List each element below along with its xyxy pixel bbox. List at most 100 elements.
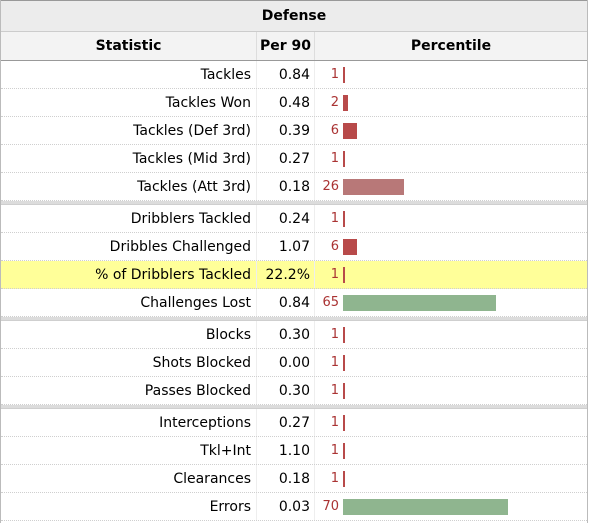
percentile-bar: [343, 238, 357, 255]
percentile-bar: [343, 442, 345, 459]
column-header-per90[interactable]: Per 90: [257, 32, 315, 60]
percentile-value: 1: [330, 67, 339, 82]
stat-name: Shots Blocked: [1, 349, 257, 376]
table-row[interactable]: Tackles (Def 3rd) 0.39 6: [1, 117, 587, 145]
per90-value: 0.24: [257, 205, 315, 232]
percentile-value: 65: [322, 295, 339, 310]
group-separator: [1, 405, 587, 409]
table-row[interactable]: % of Dribblers Tackled 22.2% 1: [1, 261, 587, 289]
table-row[interactable]: Dribblers Tackled 0.24 1: [1, 205, 587, 233]
percentile-cell: 6: [315, 117, 587, 144]
per90-value: 0.00: [257, 349, 315, 376]
percentile-bar: [343, 122, 357, 139]
stat-name: Blocks: [1, 321, 257, 348]
percentile-cell: 6: [315, 233, 587, 260]
table-group-title: Defense: [1, 0, 587, 32]
percentile-value: 26: [322, 179, 339, 194]
percentile-cell: 70: [315, 493, 587, 520]
percentile-cell: 1: [315, 409, 587, 436]
stat-name: Challenges Lost: [1, 289, 257, 316]
table-row[interactable]: Tackles (Att 3rd) 0.18 26: [1, 173, 587, 201]
percentile-bar: [343, 326, 345, 343]
percentile-bar: [343, 470, 345, 487]
percentile-cell: 2: [315, 89, 587, 116]
percentile-cell: 26: [315, 173, 587, 200]
per90-value: 0.48: [257, 89, 315, 116]
percentile-value: 1: [330, 151, 339, 166]
percentile-cell: 1: [315, 321, 587, 348]
table-row[interactable]: Tackles Won 0.48 2: [1, 89, 587, 117]
column-header-statistic[interactable]: Statistic: [1, 32, 257, 60]
table-row[interactable]: Interceptions 0.27 1: [1, 409, 587, 437]
stat-name: Errors: [1, 493, 257, 520]
stat-name: Clearances: [1, 465, 257, 492]
percentile-cell: 1: [315, 437, 587, 464]
stat-name: Dribblers Tackled: [1, 205, 257, 232]
stat-name: % of Dribblers Tackled: [1, 261, 257, 288]
table-row[interactable]: Tackles 0.84 1: [1, 61, 587, 89]
percentile-bar: [343, 266, 345, 283]
stat-name: Tackles (Def 3rd): [1, 117, 257, 144]
per90-value: 0.84: [257, 61, 315, 88]
percentile-bar: [343, 150, 345, 167]
column-header-row: Statistic Per 90 Percentile: [1, 32, 587, 61]
group-separator: [1, 201, 587, 205]
percentile-cell: 65: [315, 289, 587, 316]
group-separator: [1, 317, 587, 321]
table-row[interactable]: Tkl+Int 1.10 1: [1, 437, 587, 465]
percentile-bar: [343, 382, 345, 399]
percentile-cell: 1: [315, 145, 587, 172]
percentile-bar: [343, 66, 345, 83]
percentile-value: 1: [330, 327, 339, 342]
percentile-value: 1: [330, 471, 339, 486]
per90-value: 1.10: [257, 437, 315, 464]
per90-value: 0.84: [257, 289, 315, 316]
percentile-cell: 1: [315, 465, 587, 492]
stat-name: Tackles (Mid 3rd): [1, 145, 257, 172]
per90-value: 0.30: [257, 377, 315, 404]
percentile-value: 1: [330, 415, 339, 430]
percentile-bar: [343, 178, 404, 195]
per90-value: 0.39: [257, 117, 315, 144]
percentile-value: 1: [330, 443, 339, 458]
per90-value: 0.30: [257, 321, 315, 348]
stat-name: Dribbles Challenged: [1, 233, 257, 260]
stat-name: Tackles (Att 3rd): [1, 173, 257, 200]
per90-value: 0.27: [257, 145, 315, 172]
percentile-value: 70: [322, 499, 339, 514]
percentile-bar: [343, 498, 508, 515]
percentile-bar: [343, 210, 345, 227]
stat-name: Tackles Won: [1, 89, 257, 116]
percentile-value: 1: [330, 211, 339, 226]
per90-value: 0.27: [257, 409, 315, 436]
percentile-value: 6: [330, 239, 339, 254]
table-row[interactable]: Challenges Lost 0.84 65: [1, 289, 587, 317]
table-row[interactable]: Blocks 0.30 1: [1, 321, 587, 349]
table-row[interactable]: Clearances 0.18 1: [1, 465, 587, 493]
table-row[interactable]: Dribbles Challenged 1.07 6: [1, 233, 587, 261]
table-row[interactable]: Passes Blocked 0.30 1: [1, 377, 587, 405]
table-row[interactable]: Tackles (Mid 3rd) 0.27 1: [1, 145, 587, 173]
per90-value: 0.18: [257, 465, 315, 492]
percentile-bar: [343, 414, 345, 431]
stat-name: Tackles: [1, 61, 257, 88]
column-header-percentile[interactable]: Percentile: [410, 38, 492, 54]
percentile-bar: [343, 94, 348, 111]
table-row[interactable]: Errors 0.03 70: [1, 493, 587, 521]
percentile-bar: [343, 294, 496, 311]
stat-name: Tkl+Int: [1, 437, 257, 464]
percentile-value: 1: [330, 383, 339, 398]
per90-value: 0.03: [257, 493, 315, 520]
percentile-value: 6: [330, 123, 339, 138]
per90-value: 22.2%: [257, 261, 315, 288]
percentile-cell: 1: [315, 61, 587, 88]
stat-name: Passes Blocked: [1, 377, 257, 404]
percentile-value: 1: [330, 267, 339, 282]
percentile-value: 1: [330, 355, 339, 370]
percentile-cell: 1: [315, 205, 587, 232]
percentile-cell: 1: [315, 377, 587, 404]
table-row[interactable]: Shots Blocked 0.00 1: [1, 349, 587, 377]
per90-value: 1.07: [257, 233, 315, 260]
per90-value: 0.18: [257, 173, 315, 200]
